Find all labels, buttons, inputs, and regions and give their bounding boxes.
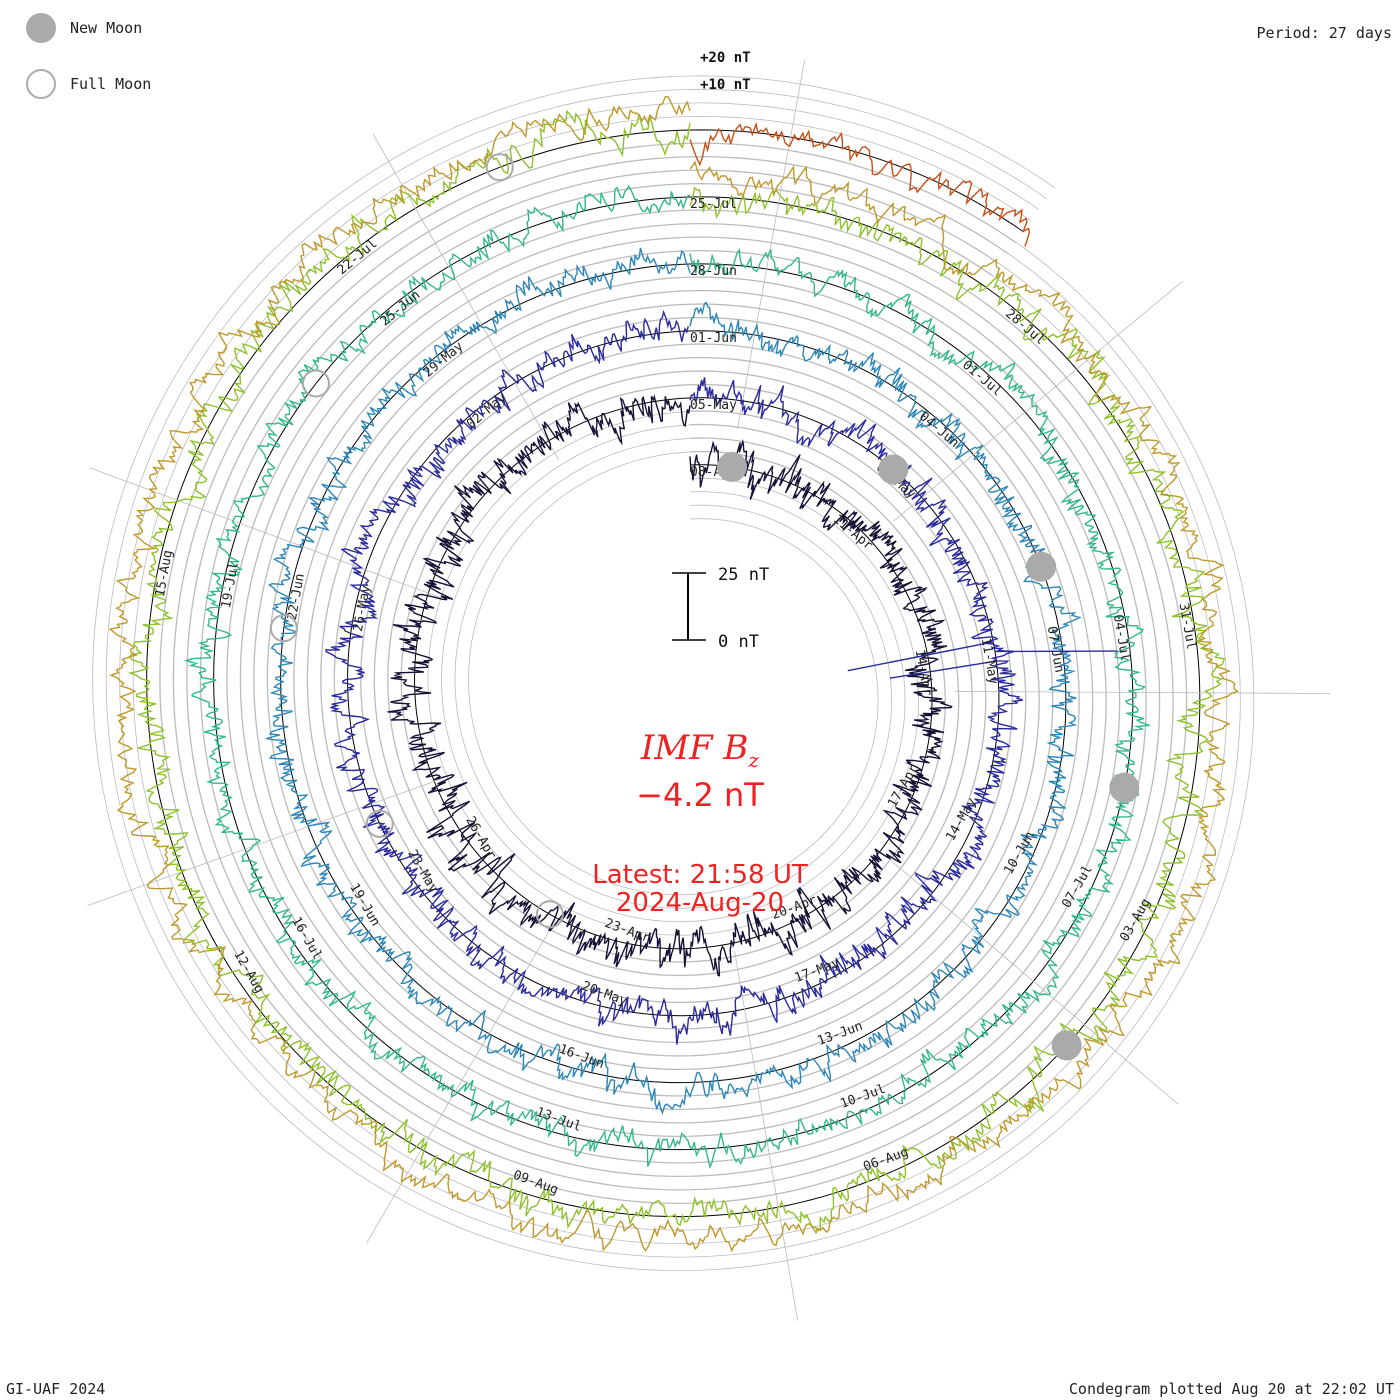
date-label: 11-May (978, 637, 1001, 686)
spoke-line (372, 133, 560, 460)
new-moon-marker (1109, 772, 1140, 803)
grid-spiral (119, 102, 1228, 1245)
spoke-line (893, 280, 1183, 522)
date-label: 13-Jun (816, 1019, 865, 1049)
date-label: 22-Jul (335, 236, 381, 278)
grid-spiral (105, 88, 1241, 1258)
latest-date: 2024-Aug-20 (615, 888, 785, 918)
spoke-line (89, 467, 442, 599)
date-label: 12-Aug (230, 948, 266, 996)
new-moon-marker (717, 451, 748, 482)
storm-spike (847, 641, 994, 672)
full-moon-marker (485, 153, 514, 182)
new-moon-marker (878, 454, 909, 485)
latest-time: Latest: 21:58 UT (592, 860, 808, 890)
date-label: 15-Aug (153, 549, 176, 598)
grid-spiral (186, 169, 1160, 1177)
date-label: 19-Jul (219, 561, 242, 610)
date-label: 04-Jun (916, 409, 962, 451)
spoke-line (737, 60, 805, 430)
full-moon-label: Full Moon (70, 75, 152, 93)
full-moon-marker (301, 369, 330, 398)
legend-full-moon: Full Moon (26, 69, 151, 99)
center-title: IMF Bz (0, 728, 1400, 772)
date-label: 13-Jul (534, 1105, 583, 1135)
period-label: Period: 27 days (1256, 24, 1392, 42)
bz-trace-4 (184, 184, 1150, 1170)
spoke-line (954, 691, 1330, 694)
date-label: 07-Jun (1044, 625, 1067, 674)
date-label: 28-Jul (1002, 306, 1048, 348)
date-label: 06-Aug (861, 1145, 910, 1175)
bz-trace-1 (387, 394, 953, 977)
bz-trace-5 (127, 109, 1226, 1232)
scale-high-label: 25 nT (718, 565, 769, 585)
date-label: 09-Aug (511, 1168, 560, 1198)
date-label: 14-Apr (912, 648, 935, 697)
full-moon-marker (365, 809, 394, 838)
date-label: 01-Jul (959, 358, 1005, 400)
full-moon-marker (269, 614, 298, 643)
title-subscript: z (748, 747, 760, 772)
new-moon-label: New Moon (70, 19, 143, 37)
date-label: 04-Jul (1110, 613, 1133, 662)
bz-trace-2 (325, 309, 1024, 1045)
date-label: 05-May (690, 398, 737, 413)
spoke-line (891, 861, 1179, 1105)
full-moon-icon (26, 69, 56, 99)
title-main: IMF B (640, 728, 749, 768)
new-moon-marker (1051, 1030, 1082, 1061)
date-label: 28-Jun (690, 264, 737, 279)
grid-spiral (132, 115, 1214, 1231)
grid-spiral (200, 183, 1147, 1164)
storm-spike (889, 660, 997, 679)
grid-spiral (92, 75, 1255, 1272)
spoke-line (87, 778, 441, 906)
date-label: 17-May (793, 956, 842, 986)
spoke-line (734, 951, 799, 1321)
grid-spiral (173, 156, 1174, 1191)
date-label: 25-Jun (378, 288, 424, 330)
new-moon-icon (26, 13, 56, 43)
footer-credit: GI-UAF 2024 (6, 1380, 106, 1398)
bz-trace-3 (266, 247, 1082, 1116)
footer-plotted: Condegram plotted Aug 20 at 22:02 UT (1068, 1380, 1394, 1398)
grid-spiral (159, 142, 1187, 1204)
date-label: 01-Jun (690, 331, 737, 346)
date-label: 31-Jul (1176, 602, 1199, 651)
legend-new-moon: New Moon (26, 13, 142, 43)
ring-label-20: +20 nT (700, 50, 751, 66)
full-moon-marker (535, 900, 564, 929)
date-label: 25-Jul (690, 197, 737, 212)
baseline-spiral (146, 129, 1201, 1218)
scale-low-label: 0 nT (718, 632, 759, 652)
bz-trace-outer-1 (108, 95, 1239, 1253)
current-value: −4.2 nT (636, 776, 764, 814)
bz-trace-outer-2 (689, 121, 1031, 247)
new-moon-marker (1026, 551, 1057, 582)
date-label: 02-May (464, 390, 510, 432)
ring-label-10: +10 nT (700, 77, 751, 93)
